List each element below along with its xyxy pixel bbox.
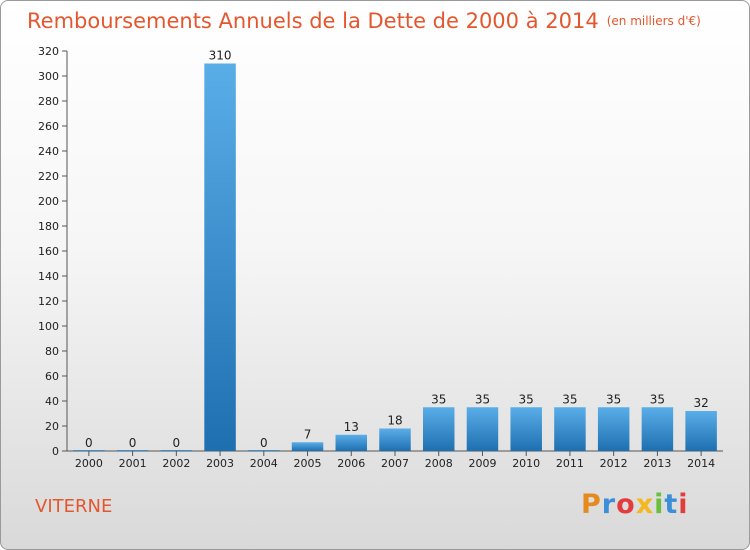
y-tick-label: 140 <box>38 270 59 283</box>
data-label-2005: 7 <box>304 427 312 441</box>
x-tick-label: 2007 <box>381 457 409 470</box>
x-tick-label: 2006 <box>337 457 365 470</box>
chart-title: Remboursements Annuels de la Dette de 20… <box>27 9 701 33</box>
data-label-2009: 35 <box>475 392 490 406</box>
bar-2001 <box>116 450 149 451</box>
x-tick-label: 2002 <box>162 457 190 470</box>
data-label-2013: 35 <box>650 392 665 406</box>
commune-name: VITERNE <box>35 496 113 517</box>
bar-2002 <box>160 450 193 451</box>
y-tick-label: 260 <box>38 120 59 133</box>
data-label-2008: 35 <box>431 392 446 406</box>
x-tick-label: 2001 <box>119 457 147 470</box>
bar-2007 <box>379 428 411 451</box>
bar-2010 <box>510 407 542 451</box>
data-label-2001: 0 <box>129 436 137 450</box>
y-tick-label: 20 <box>45 420 59 433</box>
x-tick-label: 2008 <box>425 457 453 470</box>
data-label-2011: 35 <box>562 392 577 406</box>
bar-2011 <box>554 407 586 451</box>
y-tick-label: 280 <box>38 95 59 108</box>
y-tick-label: 180 <box>38 220 59 233</box>
x-tick-label: 2013 <box>643 457 671 470</box>
bar-2006 <box>335 434 368 451</box>
chart-bars <box>73 63 717 451</box>
x-tick-label: 2011 <box>556 457 584 470</box>
data-label-2003: 310 <box>209 49 232 63</box>
data-label-2004: 0 <box>260 436 268 450</box>
x-tick-label: 2004 <box>250 457 278 470</box>
y-tick-label: 300 <box>38 70 59 83</box>
x-tick-label: 2000 <box>75 457 103 470</box>
y-tick-label: 220 <box>38 170 59 183</box>
data-label-2010: 35 <box>519 392 534 406</box>
x-tick-label: 2005 <box>294 457 322 470</box>
bar-2004 <box>248 450 280 451</box>
chart-labels: 0 0 0 310 0 7 13 18 35 35 35 35 35 35 32 <box>85 49 709 451</box>
y-tick-label: 200 <box>38 195 59 208</box>
bar-2013 <box>641 407 674 451</box>
y-tick-label: 160 <box>38 245 59 258</box>
x-tick-label: 2009 <box>468 457 496 470</box>
chart-subtitle: (en milliers d'€) <box>606 14 701 28</box>
chart-title-text: Remboursements Annuels de la Dette de 20… <box>27 9 599 33</box>
data-label-2007: 18 <box>387 414 402 428</box>
x-tick-label: 2010 <box>512 457 540 470</box>
chart-axes: 0204060801001201401601802002202402602803… <box>38 45 723 470</box>
data-label-2000: 0 <box>85 436 93 450</box>
y-tick-label: 120 <box>38 295 59 308</box>
data-label-2012: 35 <box>606 392 621 406</box>
bar-2005 <box>291 442 324 451</box>
data-label-2014: 32 <box>693 396 708 410</box>
data-label-2002: 0 <box>173 436 181 450</box>
bar-2000 <box>73 450 105 451</box>
y-tick-label: 80 <box>45 345 59 358</box>
y-tick-label: 40 <box>45 395 59 408</box>
bar-2014 <box>685 411 717 451</box>
x-tick-label: 2003 <box>206 457 234 470</box>
data-label-2006: 13 <box>344 420 359 434</box>
x-tick-label: 2012 <box>600 457 628 470</box>
bar-2003 <box>204 63 236 451</box>
y-tick-label: 100 <box>38 320 59 333</box>
x-tick-label: 2014 <box>687 457 715 470</box>
y-tick-label: 320 <box>38 45 59 58</box>
y-tick-label: 0 <box>52 445 59 458</box>
y-tick-label: 60 <box>45 370 59 383</box>
proxiti-logo: Proxiti <box>581 489 689 520</box>
bar-2012 <box>597 407 630 451</box>
bar-2008 <box>422 407 455 451</box>
y-tick-label: 240 <box>38 145 59 158</box>
bar-2009 <box>466 407 499 451</box>
